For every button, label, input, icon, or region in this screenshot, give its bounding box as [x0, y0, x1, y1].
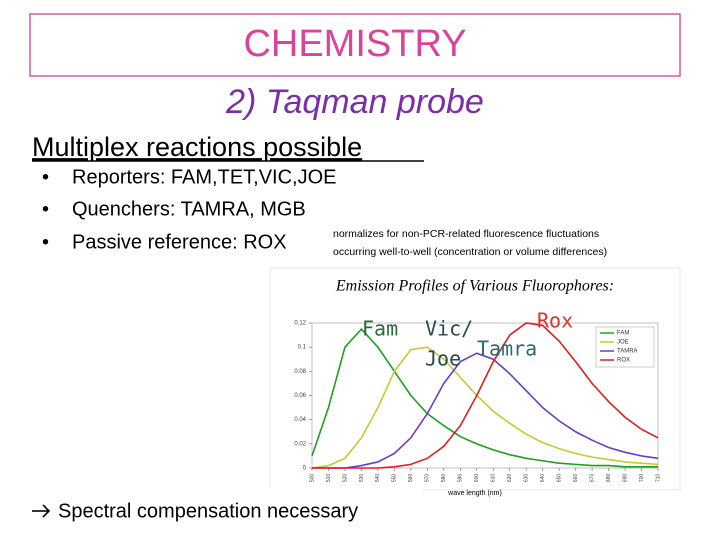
curve-label: Rox [537, 309, 573, 333]
y-tick-label: 0 [303, 466, 307, 472]
legend-label: JOE [617, 340, 629, 346]
series-line [312, 352, 659, 469]
x-tick-label: 640 [540, 474, 546, 483]
curve-label: Vic/ [425, 317, 473, 341]
x-tick-label: 710 [655, 474, 661, 483]
x-tick-label: 540 [375, 474, 381, 483]
title-box [29, 13, 681, 77]
x-tick-label: 700 [639, 474, 645, 483]
figure-title: Emission Profiles of Various Fluorophore… [335, 278, 614, 295]
bullet-dot: • [42, 166, 49, 188]
x-axis-label: wave length (nm) [447, 490, 502, 497]
y-tick-label: 0.08 [294, 369, 306, 375]
x-tick-label: 650 [556, 474, 562, 483]
x-tick-label: 550 [392, 474, 398, 483]
curve-label: Tamra [477, 337, 537, 361]
x-tick-label: 520 [342, 474, 348, 483]
x-tick-label: 560 [408, 474, 414, 483]
bullet-dot: • [42, 198, 49, 220]
y-tick-label: 0.04 [294, 417, 306, 423]
x-tick-label: 570 [425, 474, 431, 483]
y-tick-label: 0.1 [298, 345, 307, 351]
subtitle: 2) Taqman probe [225, 83, 484, 121]
legend-label: TAMRA [617, 349, 638, 355]
x-tick-label: 530 [359, 474, 365, 483]
legend-label: FAM [617, 331, 629, 337]
bullet: Quenchers: TAMRA, MGB [72, 198, 306, 220]
series-line [311, 327, 658, 468]
y-tick-label: 0.06 [294, 393, 306, 399]
x-tick-label: 680 [606, 474, 612, 483]
series-line [311, 346, 659, 469]
conclusion: Spectral compensation necessary [58, 500, 358, 522]
bullet-dot: • [42, 231, 49, 253]
x-tick-label: 600 [474, 474, 480, 483]
y-tick-label: 0.12 [294, 321, 306, 327]
curve-label: Joe [425, 347, 461, 371]
curve-label: Fam [362, 317, 398, 341]
conclusion-box [20, 488, 422, 534]
note: normalizes for non-PCR-related fluoresce… [333, 228, 599, 240]
note: occurring well-to-well (concentration or… [333, 246, 607, 258]
x-tick-label: 630 [524, 474, 530, 483]
y-tick-label: 0.02 [294, 441, 306, 447]
arrow-icon [32, 504, 51, 518]
x-tick-label: 580 [441, 474, 447, 483]
bullet: Reporters: FAM,TET,VIC,JOE [72, 166, 337, 188]
x-tick-label: 500 [309, 474, 315, 483]
x-tick-label: 510 [326, 474, 332, 483]
x-tick-label: 660 [573, 474, 579, 483]
legend-label: ROX [617, 358, 630, 364]
figure-frame [269, 267, 681, 491]
x-tick-label: 610 [491, 474, 497, 483]
x-tick-label: 690 [622, 474, 628, 483]
title: CHEMISTRY [243, 23, 466, 65]
x-tick-label: 620 [507, 474, 513, 483]
x-tick-label: 670 [589, 474, 595, 483]
x-tick-label: 590 [458, 474, 464, 483]
series-line [312, 322, 659, 469]
heading: Multiplex reactions possible [32, 132, 362, 162]
bullet: Passive reference: ROX [72, 231, 287, 253]
